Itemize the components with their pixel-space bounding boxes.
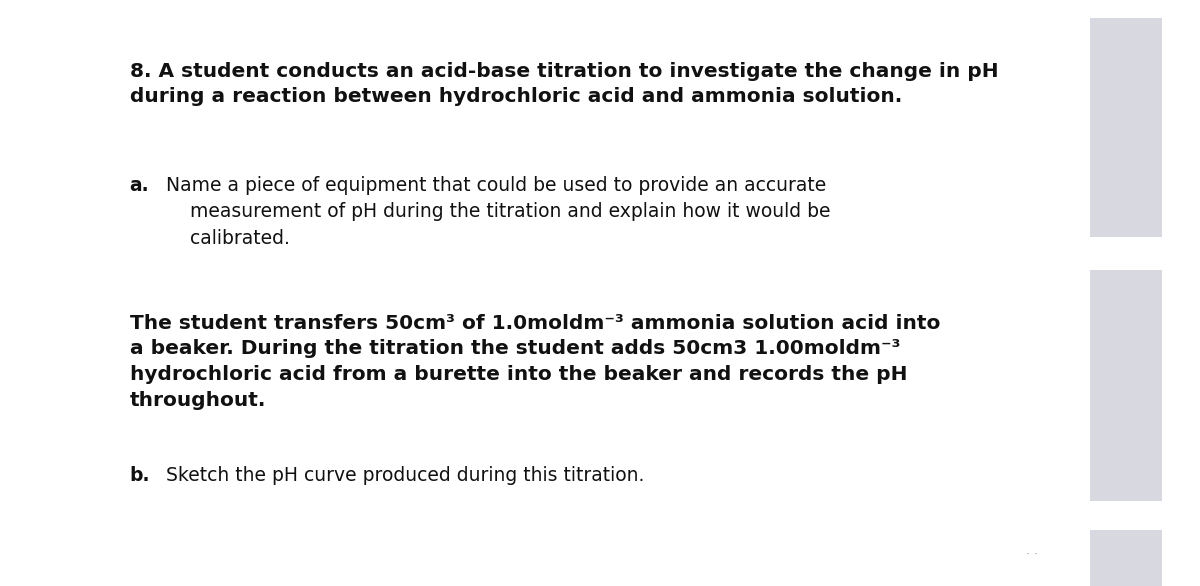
Text: 8. A student conducts an acid-base titration to investigate the change in pH
dur: 8. A student conducts an acid-base titra…: [130, 62, 998, 106]
Text: a.: a.: [130, 176, 149, 195]
Bar: [1090, 270, 1162, 501]
Text: b.: b.: [130, 466, 150, 485]
Bar: [1090, 18, 1162, 237]
Text: . .: . .: [1026, 544, 1038, 557]
Bar: [1090, 530, 1162, 586]
Text: Sketch the pH curve produced during this titration.: Sketch the pH curve produced during this…: [166, 466, 644, 485]
Text: Name a piece of equipment that could be used to provide an accurate
    measurem: Name a piece of equipment that could be …: [166, 176, 830, 248]
Text: The student transfers 50cm³ of 1.0moldm⁻³ ammonia solution acid into
a beaker. D: The student transfers 50cm³ of 1.0moldm⁻…: [130, 314, 940, 410]
